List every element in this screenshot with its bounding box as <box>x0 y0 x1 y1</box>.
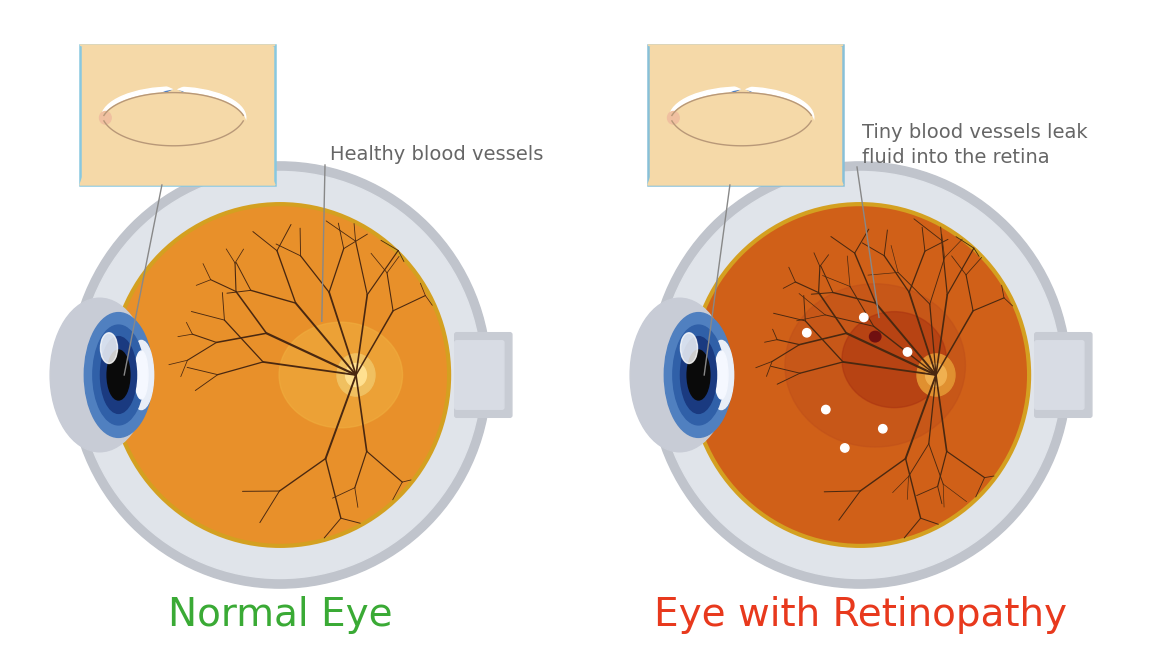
Ellipse shape <box>650 162 1071 588</box>
Ellipse shape <box>93 325 144 425</box>
Ellipse shape <box>659 172 1061 579</box>
Ellipse shape <box>280 323 403 428</box>
Circle shape <box>821 406 831 414</box>
Ellipse shape <box>107 350 130 400</box>
FancyBboxPatch shape <box>1035 332 1092 418</box>
Ellipse shape <box>338 354 375 396</box>
Ellipse shape <box>101 336 137 414</box>
Circle shape <box>860 313 868 322</box>
Text: Healthy blood vessels: Healthy blood vessels <box>329 146 543 164</box>
Polygon shape <box>648 45 843 146</box>
FancyBboxPatch shape <box>455 332 512 418</box>
Ellipse shape <box>785 284 965 447</box>
Ellipse shape <box>346 364 367 386</box>
Ellipse shape <box>918 354 955 396</box>
Ellipse shape <box>715 351 728 399</box>
Circle shape <box>730 106 754 130</box>
Ellipse shape <box>50 298 148 452</box>
Polygon shape <box>80 45 275 146</box>
Ellipse shape <box>665 313 733 438</box>
Polygon shape <box>648 92 843 185</box>
Text: Tiny blood vessels leak
fluid into the retina: Tiny blood vessels leak fluid into the r… <box>862 123 1088 167</box>
Ellipse shape <box>681 332 697 364</box>
Circle shape <box>167 110 173 116</box>
Ellipse shape <box>135 351 148 399</box>
FancyBboxPatch shape <box>648 45 843 185</box>
Circle shape <box>841 444 849 452</box>
Ellipse shape <box>101 332 117 364</box>
Ellipse shape <box>70 162 491 588</box>
Ellipse shape <box>709 340 733 410</box>
Ellipse shape <box>85 313 153 438</box>
Circle shape <box>146 90 201 145</box>
Polygon shape <box>80 92 275 185</box>
Ellipse shape <box>79 172 481 579</box>
Circle shape <box>803 329 811 337</box>
Ellipse shape <box>100 112 111 124</box>
Circle shape <box>733 108 745 120</box>
FancyBboxPatch shape <box>1035 340 1083 409</box>
Ellipse shape <box>669 87 814 148</box>
Ellipse shape <box>673 325 724 425</box>
Ellipse shape <box>101 87 246 148</box>
Circle shape <box>904 348 912 356</box>
Circle shape <box>878 424 887 433</box>
FancyBboxPatch shape <box>455 340 503 409</box>
Text: Normal Eye: Normal Eye <box>168 596 392 634</box>
Ellipse shape <box>926 364 947 386</box>
FancyBboxPatch shape <box>80 45 275 185</box>
Ellipse shape <box>111 204 449 546</box>
Circle shape <box>722 98 761 138</box>
Circle shape <box>154 98 194 138</box>
Ellipse shape <box>691 204 1029 546</box>
Ellipse shape <box>129 340 153 410</box>
Circle shape <box>161 106 186 130</box>
Ellipse shape <box>630 298 728 452</box>
Text: Eye with Retinopathy: Eye with Retinopathy <box>653 596 1066 634</box>
Ellipse shape <box>681 336 717 414</box>
Ellipse shape <box>687 350 710 400</box>
Circle shape <box>715 90 769 145</box>
Ellipse shape <box>870 331 880 342</box>
Ellipse shape <box>842 312 947 408</box>
Ellipse shape <box>667 112 680 124</box>
